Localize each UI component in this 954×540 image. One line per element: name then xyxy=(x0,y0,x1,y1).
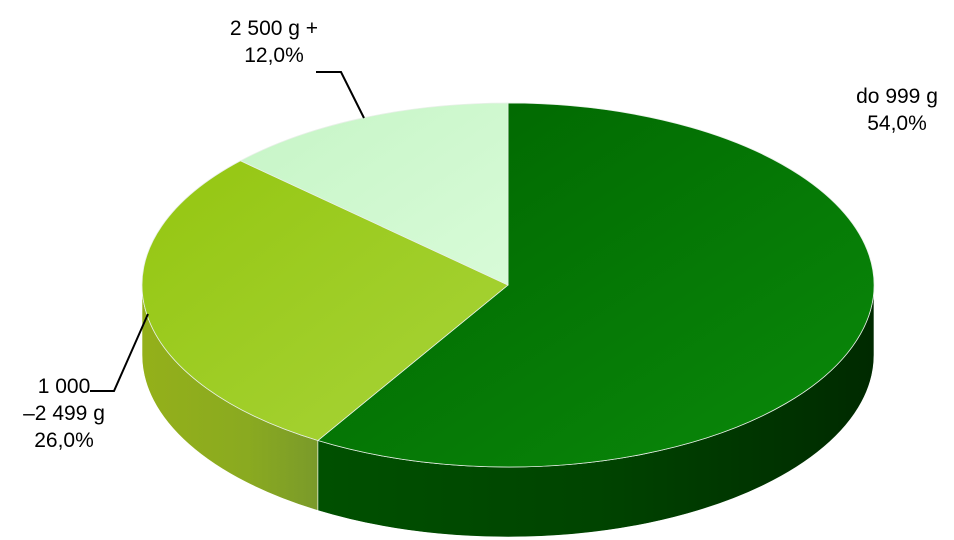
slice-2500g-plus-label-line: 2 500 g + xyxy=(230,17,318,40)
slice-under-999g-label: do 999 g 54,0% xyxy=(856,85,938,135)
pie-slices xyxy=(142,103,874,467)
slice-1000-2499g-label-line: 1 000 xyxy=(38,375,91,398)
slice-under-999g-label-line: 54,0% xyxy=(867,112,927,135)
slice-2500g-plus-label-line: 12,0% xyxy=(244,44,304,67)
slice-1000-2499g-label: 1 000 –2 499 g 26,0% xyxy=(23,375,105,452)
slice-1000-2499g-label-line: 26,0% xyxy=(34,429,94,452)
slice-2500g-plus-leader-line xyxy=(316,72,364,118)
slice-under-999g-label-line: do 999 g xyxy=(856,85,938,108)
slice-2500g-plus-label: 2 500 g + 12,0% xyxy=(230,17,318,67)
slice-1000-2499g-label-line: –2 499 g xyxy=(23,402,105,425)
slice-1000-2499g-leader-line xyxy=(90,314,148,391)
